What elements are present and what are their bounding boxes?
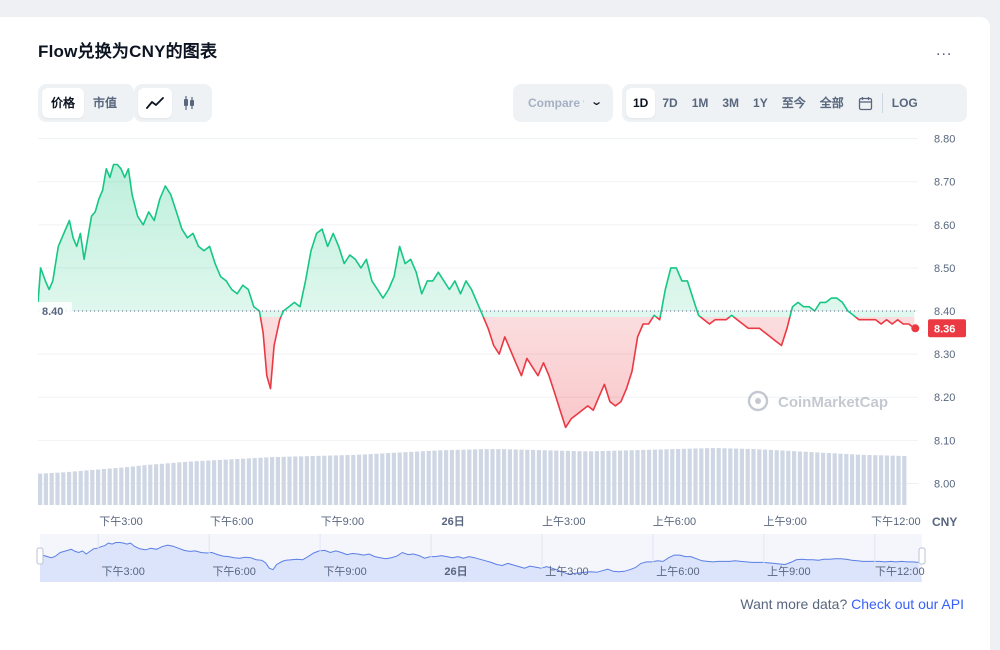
range-toggle: 1D 7D 1M 3M 1Y 至今 全部 LOG <box>622 84 967 122</box>
chevron-down-icon: ⌄ <box>589 96 603 108</box>
toolbar-divider <box>881 93 883 113</box>
tab-range-3m[interactable]: 3M <box>722 96 740 110</box>
tab-market-cap[interactable]: 市值 <box>93 96 118 110</box>
api-link[interactable]: Check out our API <box>851 596 964 612</box>
tab-range-7d[interactable]: 7D <box>662 96 678 110</box>
candlestick-icon[interactable] <box>172 88 206 118</box>
log-scale-toggle[interactable]: LOG <box>891 96 918 110</box>
calendar-icon[interactable] <box>851 88 880 118</box>
tab-range-all[interactable]: 全部 <box>819 96 844 110</box>
tab-range-1y[interactable]: 1Y <box>753 96 768 110</box>
tab-range-1m[interactable]: 1M <box>691 96 709 110</box>
compare-select[interactable]: Compare with ⌄ <box>513 84 613 122</box>
tab-range-1d[interactable]: 1D <box>626 88 656 118</box>
tab-range-ytd[interactable]: 至今 <box>781 96 806 110</box>
page-title: Flow兑换为CNY的图表 <box>38 42 218 61</box>
compare-label: Compare with <box>528 96 584 110</box>
tab-price[interactable]: 价格 <box>42 88 85 118</box>
more-options-icon[interactable]: ... <box>936 42 953 59</box>
chart-type-toggle <box>134 84 212 122</box>
line-chart-icon[interactable] <box>138 88 172 118</box>
footer-prompt: Want more data? <box>740 596 848 612</box>
footer: Want more data? Check out our API <box>740 596 964 612</box>
metric-toggle: 价格 市值 <box>38 84 134 122</box>
